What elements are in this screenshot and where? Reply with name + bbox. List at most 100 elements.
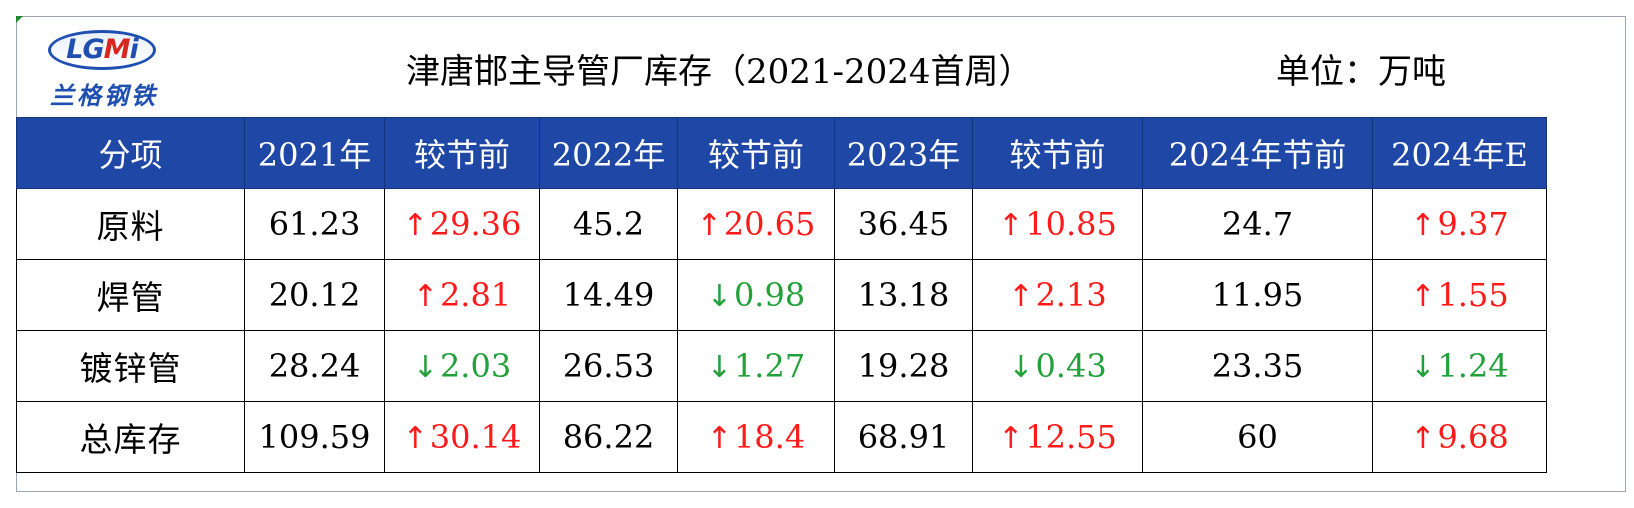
table-body: 原料 61.23 ↑29.36 45.2 ↑20.65 36.45 ↑10.85 24.7 ↑9… (16, 188, 1547, 473)
change-cell: ↓0.43 (972, 330, 1143, 402)
cell-value: 2.13 (1035, 276, 1107, 314)
arrow-up-icon: ↑ (402, 208, 428, 243)
cell-value: 2.81 (439, 276, 512, 314)
logo-chinese-name: 兰格钢铁 (50, 81, 158, 110)
cell-value: 11.95 (1211, 276, 1304, 314)
arrow-down-icon: ↓ (412, 350, 438, 385)
cell-value: 13.18 (857, 276, 950, 314)
cell-value: 61.23 (268, 205, 361, 243)
arrow-down-icon: ↓ (1410, 350, 1436, 385)
cell-value: 60 (1237, 418, 1278, 456)
change-cell: ↓1.24 (1372, 330, 1547, 402)
value-cell: 28.24 (244, 330, 385, 402)
value-cell: 60 (1142, 401, 1373, 473)
cell-value: 109.59 (258, 418, 371, 456)
cell-value: 24.7 (1221, 205, 1294, 243)
cell-value: 18.4 (733, 418, 806, 456)
report-title: 津唐邯主导管厂库存（2021-2024首周） (406, 52, 1033, 92)
row-label: 总库存 (16, 401, 245, 473)
table-row: 总库存 109.59 ↑30.14 86.22 ↑18.4 68.91 ↑12.55 60 ↑9… (16, 401, 1547, 473)
inventory-table: 分项 2021年 较节前 2022年 较节前 2023年 较节前 2024年节前 2024年E … (16, 117, 1547, 473)
value-cell: 26.53 (539, 330, 678, 402)
row-label: 焊管 (16, 259, 245, 331)
cell-value: 9.37 (1437, 205, 1509, 243)
change-cell: ↑9.37 (1372, 188, 1547, 260)
value-cell: 19.28 (834, 330, 973, 402)
logo-letters: LGMi (44, 34, 160, 65)
row-label: 镀锌管 (16, 330, 245, 402)
arrow-up-icon: ↑ (998, 421, 1024, 456)
arrow-up-icon: ↑ (706, 421, 732, 456)
arrow-up-icon: ↑ (998, 208, 1024, 243)
column-header: 分项 (16, 117, 245, 189)
arrow-down-icon: ↓ (706, 350, 732, 385)
column-header: 2024年节前 (1142, 117, 1373, 189)
cell-value: 29.36 (429, 205, 522, 243)
arrow-up-icon: ↑ (1410, 279, 1436, 314)
change-cell: ↑29.36 (384, 188, 540, 260)
table-row: 镀锌管 28.24 ↓2.03 26.53 ↓1.27 19.28 ↓0.43 23.35 ↓1… (16, 330, 1547, 402)
change-cell: ↑12.55 (972, 401, 1143, 473)
cell-corner-marker (16, 16, 23, 23)
cell-value: 1.24 (1437, 347, 1509, 385)
logo-letters-lg: LG (66, 34, 104, 65)
change-cell: ↑10.85 (972, 188, 1143, 260)
header-row: 分项 2021年 较节前 2022年 较节前 2023年 较节前 2024年节前 2024年E (16, 117, 1547, 189)
value-cell: 86.22 (539, 401, 678, 473)
change-cell: ↑30.14 (384, 401, 540, 473)
change-cell: ↓0.98 (677, 259, 835, 331)
cell-value: 19.28 (857, 347, 950, 385)
column-header: 2021年 (244, 117, 385, 189)
cell-value: 2.03 (439, 347, 512, 385)
change-cell: ↑1.55 (1372, 259, 1547, 331)
cell-value: 10.85 (1025, 205, 1117, 243)
unit-label: 单位：万吨 (1276, 52, 1446, 92)
column-header: 较节前 (677, 117, 835, 189)
change-cell: ↓1.27 (677, 330, 835, 402)
logo-letters-m: M (103, 34, 131, 65)
column-header: 较节前 (972, 117, 1143, 189)
value-cell: 24.7 (1142, 188, 1373, 260)
cell-value: 86.22 (562, 418, 655, 456)
table-row: 焊管 20.12 ↑2.81 14.49 ↓0.98 13.18 ↑2.13 11.95 ↑1.… (16, 259, 1547, 331)
cell-value: 28.24 (268, 347, 361, 385)
change-cell: ↑2.81 (384, 259, 540, 331)
cell-value: 14.49 (562, 276, 655, 314)
cell-value: 1.27 (733, 347, 806, 385)
arrow-up-icon: ↑ (1410, 421, 1436, 456)
value-cell: 68.91 (834, 401, 973, 473)
value-cell: 14.49 (539, 259, 678, 331)
cell-value: 26.53 (562, 347, 655, 385)
cell-value: 36.45 (857, 205, 950, 243)
cell-value: 23.35 (1211, 347, 1304, 385)
cell-value: 12.55 (1025, 418, 1117, 456)
cell-value: 0.98 (733, 276, 806, 314)
value-cell: 36.45 (834, 188, 973, 260)
arrow-down-icon: ↓ (706, 279, 732, 314)
arrow-up-icon: ↑ (696, 208, 722, 243)
change-cell: ↑9.68 (1372, 401, 1547, 473)
change-cell: ↑2.13 (972, 259, 1143, 331)
arrow-up-icon: ↑ (1008, 279, 1034, 314)
column-header: 2024年E (1372, 117, 1547, 189)
row-label: 原料 (16, 188, 245, 260)
logo-oval (48, 30, 156, 70)
column-header: 较节前 (384, 117, 540, 189)
value-cell: 11.95 (1142, 259, 1373, 331)
cell-value: 20.12 (268, 276, 361, 314)
cell-value: 68.91 (857, 418, 950, 456)
value-cell: 23.35 (1142, 330, 1373, 402)
change-cell: ↓2.03 (384, 330, 540, 402)
table-row: 原料 61.23 ↑29.36 45.2 ↑20.65 36.45 ↑10.85 24.7 ↑9… (16, 188, 1547, 260)
value-cell: 109.59 (244, 401, 385, 473)
arrow-up-icon: ↑ (412, 279, 438, 314)
value-cell: 45.2 (539, 188, 678, 260)
logo-letters-i: i (129, 34, 138, 65)
arrow-up-icon: ↑ (402, 421, 428, 456)
value-cell: 20.12 (244, 259, 385, 331)
cell-value: 20.65 (723, 205, 816, 243)
value-cell: 61.23 (244, 188, 385, 260)
value-cell: 13.18 (834, 259, 973, 331)
arrow-down-icon: ↓ (1008, 350, 1034, 385)
column-header: 2023年 (834, 117, 973, 189)
